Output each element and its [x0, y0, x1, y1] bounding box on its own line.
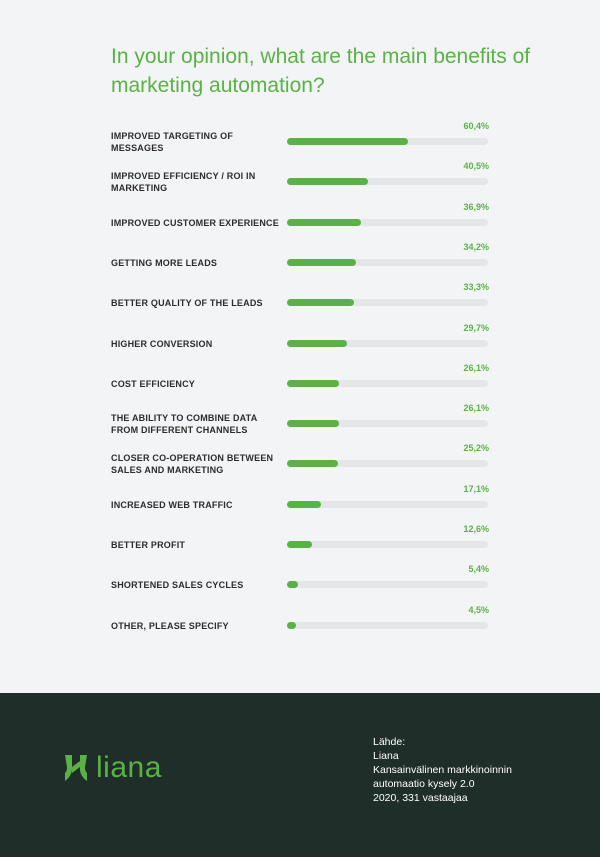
footer: liana Lähde: Liana Kansainvälinen markki… — [0, 693, 600, 857]
bar-track — [287, 178, 488, 186]
bar-value-label: 12,6% — [463, 524, 489, 534]
bar-track — [287, 581, 488, 589]
bar — [287, 178, 369, 186]
bar-track — [287, 339, 488, 347]
bar-row: 29,7% Higher conversion — [0, 323, 600, 363]
bar — [287, 138, 409, 145]
source-line: 2020, 331 vastaajaa — [373, 792, 468, 804]
source-line: Liana — [373, 750, 399, 762]
bar-row: 34,2% Getting more leads — [0, 242, 600, 282]
bar-category-label: Cost efficiency — [111, 378, 196, 389]
bar-category-label: Better profit — [111, 540, 186, 550]
bar-value-label: 29,7% — [463, 322, 489, 333]
source-line: Kansainvälinen markkinoinnin — [373, 764, 512, 776]
bar-category-label: Improved efficiency / ROI in marketing — [111, 171, 256, 194]
liana-logo-icon — [65, 755, 87, 781]
bar-row: 40,5% Improved efficiency / ROI in market… — [0, 161, 600, 201]
bar-row: 4,5% Other, please specify — [0, 605, 600, 645]
bar-value-label: 33,3% — [463, 282, 489, 293]
source-note: Lähde: Liana Kansainvälinen markkinoinni… — [373, 735, 553, 805]
bar — [287, 581, 298, 589]
bar-category-label: Closer co-operation between sales and ma… — [111, 453, 274, 476]
bar-row: 26,1% Cost efficiency — [0, 363, 600, 403]
bar-track — [287, 420, 488, 428]
bar — [287, 218, 362, 226]
bar-track — [287, 460, 488, 468]
bar-category-label: The ability to combine data from differe… — [111, 413, 258, 436]
bar-row: 25,2% Closer co-operation between sales a… — [0, 443, 600, 483]
bar — [287, 621, 297, 629]
source-line: Lähde: — [373, 736, 406, 748]
bar-track — [287, 621, 488, 629]
bar-value-label: 17,1% — [463, 483, 489, 494]
bar-value-label: 26,1% — [463, 362, 489, 373]
bar-track — [287, 500, 488, 508]
source-line: automaatio kysely 2.0 — [373, 778, 475, 790]
bar-track — [287, 258, 488, 266]
liana-logo: liana — [62, 751, 162, 785]
bar — [287, 541, 313, 548]
bar-value-label: 60,4% — [463, 121, 489, 131]
bar-row: 5,4% Shortened sales cycles — [0, 564, 600, 604]
bar-value-label: 4,5% — [468, 604, 489, 615]
bar — [287, 339, 347, 347]
bar-row: 17,1% Increased web traffic — [0, 484, 600, 524]
bar-track — [287, 218, 488, 226]
bar — [287, 299, 354, 307]
bar-value-label: 34,2% — [463, 241, 489, 252]
bar-value-label: 36,9% — [463, 201, 489, 212]
bar-category-label: Improved customer experience — [111, 217, 279, 228]
bar-track — [287, 299, 488, 307]
bar — [287, 258, 356, 266]
bar-category-label: Shortened sales cycles — [111, 580, 244, 591]
bar-value-label: 5,4% — [468, 564, 489, 575]
bar-value-label: 25,2% — [463, 443, 489, 454]
bar-category-label: Getting more leads — [111, 257, 218, 268]
bar-row: 60,4% Improved targeting of messages — [0, 121, 600, 161]
bar-row: 33,3% Better quality of the leads — [0, 282, 600, 322]
bar-track — [287, 541, 488, 548]
bar — [287, 420, 340, 428]
bar-category-label: Increased web traffic — [111, 499, 233, 510]
page-title: In your opinion, what are the main benef… — [111, 45, 531, 97]
bar-track — [287, 138, 488, 145]
bar — [287, 379, 340, 387]
chart-panel: In your opinion, what are the main benef… — [0, 45, 600, 645]
logo-text: liana — [96, 751, 162, 784]
bar — [287, 460, 338, 468]
bar-category-label: Better quality of the leads — [111, 298, 263, 309]
bar-chart: 60,4% Improved targeting of messages 40,5%… — [0, 121, 600, 645]
bar-category-label: Improved targeting of messages — [111, 131, 234, 153]
bar-track — [287, 379, 488, 387]
bar-row: 12,6% Better profit — [0, 524, 600, 564]
bar-value-label: 26,1% — [463, 403, 489, 414]
bar-value-label: 40,5% — [463, 161, 489, 172]
bar — [287, 500, 322, 508]
bar-row: 26,1% The ability to combine data from di… — [0, 403, 600, 443]
bar-row: 36,9% Improved customer experience — [0, 202, 600, 242]
bar-category-label: Higher conversion — [111, 338, 213, 349]
bar-category-label: Other, please specify — [111, 620, 229, 631]
